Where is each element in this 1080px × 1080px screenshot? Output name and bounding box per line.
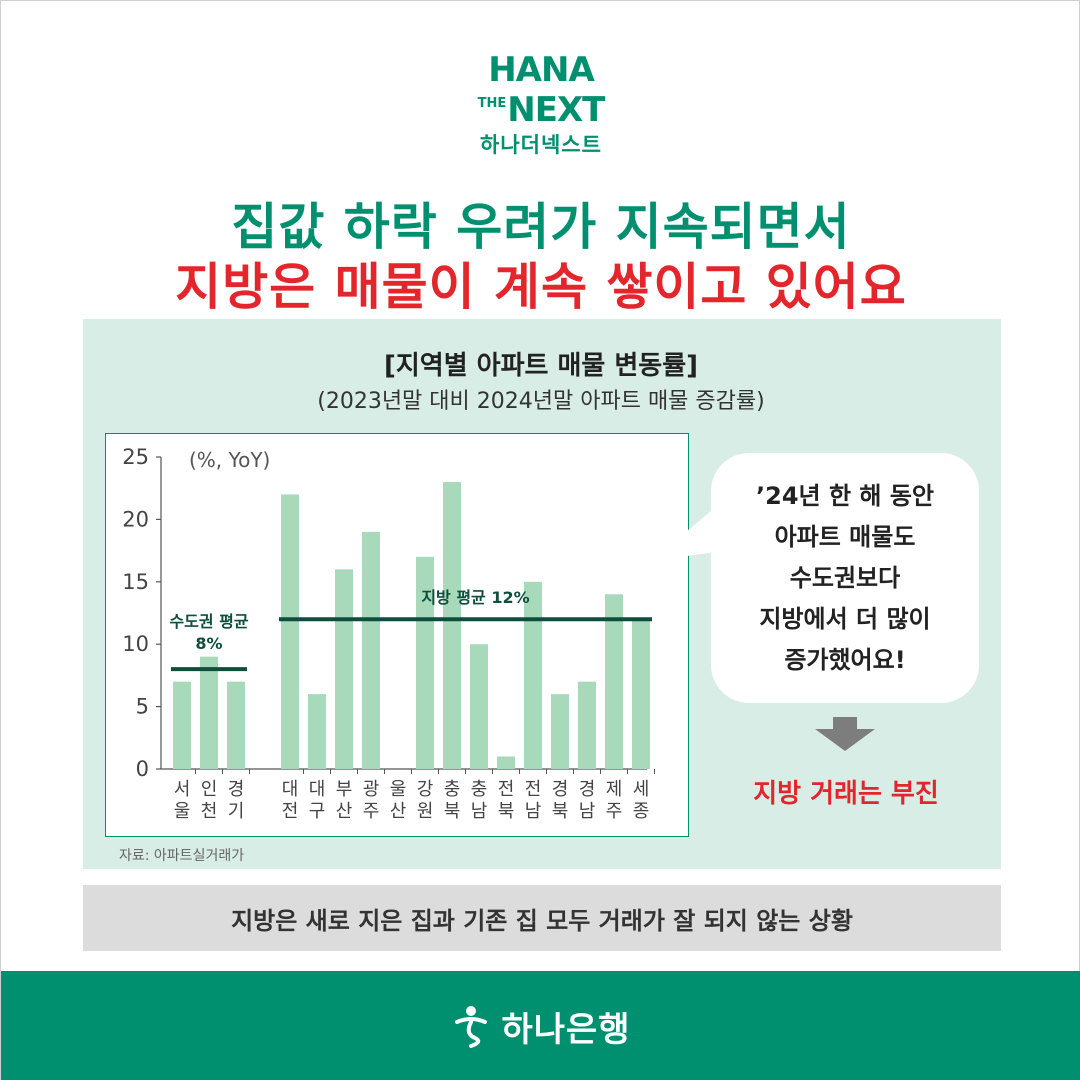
x-tick-label: 구 (309, 801, 326, 822)
bottom-note-text: 지방은 새로 지은 집과 기존 집 모두 거래가 잘 되지 않는 상황 (231, 906, 853, 935)
x-tick-label: 주 (363, 801, 380, 822)
x-tick-label: 서 (174, 779, 191, 800)
callout-text: ’24년 한 해 동안 아파트 매물도 수도권보다 지방에서 더 많이 증가했어… (756, 481, 934, 674)
x-tick-label: 남 (579, 801, 596, 822)
x-tick-label: 세 (633, 779, 650, 800)
speech-bubble-tail (651, 501, 723, 561)
unit-label: (%, YoY) (189, 448, 270, 472)
x-tick-label: 기 (228, 801, 245, 822)
chart-subtitle: (2023년말 대비 2024년말 아파트 매물 증감률) (317, 389, 765, 414)
x-tick-label: 제 (606, 779, 623, 800)
bar (362, 531, 380, 769)
bar (470, 644, 488, 769)
y-tick-label: 0 (136, 757, 149, 781)
x-tick-label: 울 (174, 801, 191, 822)
y-tick-label: 10 (122, 632, 149, 656)
x-tick-label: 산 (390, 801, 407, 822)
bar (200, 656, 218, 769)
bottom-note: 지방은 새로 지은 집과 기존 집 모두 거래가 잘 되지 않는 상황 (83, 885, 1001, 951)
headline-line2: 지방은 매물이 계속 쌓이고 있어요 (175, 258, 907, 316)
footer-bar: 하나은행 (1, 971, 1080, 1080)
bar (335, 569, 353, 769)
logo-the-next: THENEXT (1, 87, 1080, 127)
average-label: 수도권 평균 (169, 612, 248, 631)
bar (443, 481, 461, 769)
speech-bubble: ’24년 한 해 동안 아파트 매물도 수도권보다 지방에서 더 많이 증가했어… (711, 453, 979, 703)
x-tick-label: 남 (525, 801, 542, 822)
y-tick-label: 15 (122, 570, 149, 594)
x-tick-label: 부 (336, 779, 353, 800)
footer-bank-name: 하나은행 (501, 1009, 631, 1050)
footer-logo: 하나은행 (451, 1002, 630, 1051)
bar (524, 581, 542, 769)
bar (416, 556, 434, 769)
bar (308, 694, 326, 769)
headline-line1: 집값 하락 우려가 지속되면서 (231, 198, 851, 256)
y-tick-label: 25 (122, 445, 149, 469)
y-tick-label: 5 (136, 695, 149, 719)
x-tick-label: 경 (552, 779, 569, 800)
x-tick-label: 북 (552, 801, 569, 822)
x-tick-label: 인 (201, 779, 218, 800)
bar (605, 594, 623, 769)
x-tick-label: 전 (498, 779, 515, 800)
x-tick-label: 충 (471, 779, 488, 800)
x-tick-label: 주 (606, 801, 623, 822)
x-tick-label: 종 (633, 801, 650, 822)
bar (632, 619, 650, 769)
bar (173, 681, 191, 769)
bar (281, 494, 299, 769)
bar (497, 756, 515, 769)
x-tick-label: 울 (390, 779, 407, 800)
x-tick-label: 대 (282, 779, 299, 800)
source-note: 자료: 아파트실거래가 (119, 848, 245, 864)
x-tick-label: 전 (282, 801, 299, 822)
hana-bank-logo-icon (455, 1006, 488, 1048)
x-tick-label: 북 (444, 801, 461, 822)
y-tick-label: 20 (122, 507, 149, 531)
average-label: 지방 평균 12% (421, 588, 529, 607)
x-tick-label: 충 (444, 779, 461, 800)
brand-logo: HANA THENEXT 하나더넥스트 (1, 53, 1080, 159)
chart-frame (105, 433, 689, 837)
logo-the: THE (477, 96, 507, 111)
x-tick-label: 경 (579, 779, 596, 800)
x-tick-label: 남 (471, 801, 488, 822)
x-tick-label: 원 (417, 801, 434, 822)
x-tick-label: 경 (228, 779, 245, 800)
x-tick-label: 전 (525, 779, 542, 800)
bar (227, 681, 245, 769)
x-tick-label: 광 (363, 779, 380, 800)
x-tick-label: 대 (309, 779, 326, 800)
logo-next: NEXT (507, 90, 605, 130)
x-tick-label: 천 (201, 801, 218, 822)
conclusion-text: 지방 거래는 부진 (753, 779, 939, 809)
x-tick-label: 강 (417, 779, 434, 800)
logo-hana: HANA (488, 50, 595, 90)
chart-title: [지역별 아파트 매물 변동률] (383, 351, 699, 381)
x-tick-label: 북 (498, 801, 515, 822)
logo-korean: 하나더넥스트 (480, 133, 602, 157)
average-label: 8% (195, 634, 222, 653)
bar (578, 681, 596, 769)
x-tick-label: 산 (336, 801, 353, 822)
bar (551, 694, 569, 769)
down-arrow-icon (815, 717, 875, 751)
